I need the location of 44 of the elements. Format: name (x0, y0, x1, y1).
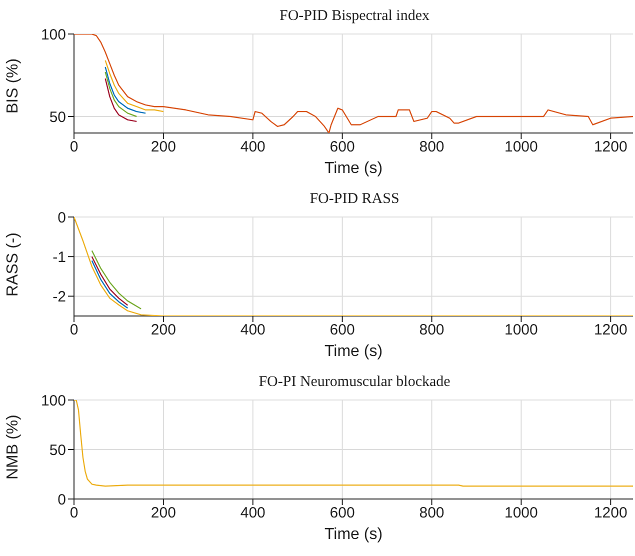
x-tick-label: 600 (330, 504, 355, 522)
y-tick-label: -1 (52, 248, 66, 266)
x-tick-label: 800 (419, 504, 444, 522)
x-tick-label: 200 (150, 322, 176, 339)
x-tick-label: 1200 (594, 322, 628, 339)
x-tick-label: 200 (150, 138, 176, 156)
x-tick-label: 400 (240, 322, 266, 339)
x-tick-label: 800 (419, 138, 444, 156)
x-tick-label: 0 (70, 138, 78, 156)
x-tick-label: 1200 (594, 138, 628, 156)
x-tick-label: 1000 (504, 322, 538, 339)
y-axis-title: BIS (%) (4, 58, 22, 114)
y-tick-label: 100 (40, 26, 66, 44)
y-tick-label: -2 (52, 288, 66, 306)
chart-title: FO-PID RASS (308, 191, 400, 208)
x-tick-label: 0 (70, 504, 78, 522)
x-axis-title: Time (s) (324, 160, 383, 177)
y-tick-label: 0 (58, 491, 66, 508)
y-tick-label: 0 (58, 209, 66, 226)
x-tick-label: 400 (240, 504, 266, 522)
x-tick-label: 800 (419, 322, 444, 339)
x-tick-label: 1000 (504, 504, 538, 522)
line-series (74, 400, 633, 487)
line-series (91, 250, 142, 310)
y-axis-title: NMB (%) (4, 414, 22, 480)
x-tick-label: 400 (240, 138, 266, 156)
line-series (104, 66, 146, 114)
y-tick-label: 100 (40, 392, 66, 410)
y-tick-label: 50 (49, 108, 66, 126)
y-tick-label: 50 (49, 442, 66, 459)
line-series (104, 71, 138, 118)
x-axis-title: Time (s) (324, 526, 383, 543)
y-axis-title: RASS (-) (4, 232, 22, 296)
x-tick-label: 1200 (594, 504, 628, 522)
x-tick-label: 1000 (504, 138, 538, 156)
x-tick-label: 0 (70, 322, 78, 339)
chart-title: FO-PID Bispectral index (278, 8, 430, 25)
x-tick-label: 600 (330, 322, 355, 339)
line-series (104, 60, 164, 112)
line-series (104, 78, 138, 122)
chart-title: FO-PI Neuromuscular blockade (258, 374, 452, 391)
x-tick-label: 200 (150, 504, 176, 522)
x-axis-title: Time (s) (324, 343, 383, 360)
x-tick-label: 600 (330, 138, 355, 156)
